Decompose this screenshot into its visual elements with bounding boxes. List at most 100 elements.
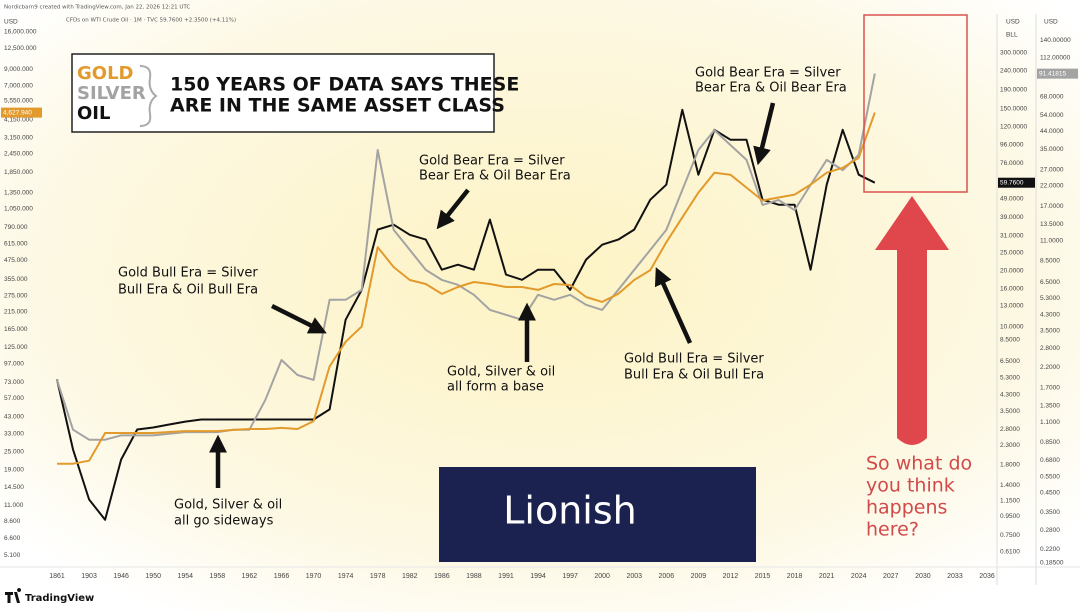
y-tick-label: 1.1000	[1040, 419, 1060, 426]
y-tick-label: 3,150.000	[4, 134, 33, 141]
y-tick-label: 33.000	[4, 430, 24, 437]
y-tick-label: 190.0000	[1000, 86, 1027, 93]
y-tick-label: 1,350.000	[4, 189, 33, 196]
x-tick-label: 1958	[210, 573, 226, 580]
x-tick-label: 2027	[883, 573, 899, 580]
credit: Nordicbarn9 created with TradingView.com…	[4, 5, 190, 11]
legend-box: GOLD SILVER OIL 150 YEARS OF DATA SAYS T…	[71, 53, 519, 133]
x-tick-label: 1861	[49, 573, 65, 580]
y-tick-label: 240.0000	[1000, 67, 1027, 74]
chart-title: ARE IN THE SAME ASSET CLASS	[170, 95, 505, 117]
y-tick-label: 165.000	[4, 326, 28, 333]
axis-unit: BLL	[1006, 32, 1018, 39]
x-tick-label: 1994	[530, 573, 546, 580]
y-tick-label: 215.000	[4, 309, 28, 316]
x-tick-label: 2012	[723, 573, 739, 580]
x-tick-label: 2006	[659, 573, 675, 580]
y-tick-label: 16,000.000	[4, 29, 37, 36]
y-tick-label: 68.0000	[1040, 94, 1064, 101]
y-tick-label: 96.0000	[1000, 141, 1024, 148]
watermark-box	[439, 467, 756, 562]
x-tick-label: 2021	[819, 573, 835, 580]
y-tick-label: 0.7500	[1000, 532, 1020, 539]
x-tick-label: 1966	[274, 573, 290, 580]
series-line	[57, 112, 876, 465]
legend-entry: OIL	[77, 103, 110, 124]
x-tick-label: 1978	[370, 573, 386, 580]
price-tag	[1, 107, 42, 118]
y-tick-label: 0.2800	[1040, 527, 1060, 534]
y-tick-label: 475.000	[4, 257, 28, 264]
legend-entry: SILVER	[77, 83, 146, 104]
y-tick-label: 12,500.000	[4, 45, 37, 52]
y-tick-label: 54.0000	[1040, 112, 1064, 119]
annotation: all go sideways	[174, 514, 274, 529]
axis-unit: USD	[1006, 19, 1020, 26]
y-tick-label: 1.4000	[1000, 482, 1020, 489]
y-tick-label: 125.000	[4, 344, 28, 351]
y-tick-label: 5.100	[4, 552, 21, 559]
footer-brand: TradingView	[25, 593, 94, 604]
y-tick-label: 7,000.000	[4, 82, 33, 89]
y-tick-label: 31.0000	[1000, 232, 1024, 239]
y-tick-label: 1.1500	[1000, 498, 1020, 505]
y-tick-label: 2,450.000	[4, 151, 33, 158]
y-tick-label: 0.3500	[1040, 509, 1060, 516]
x-tick-label: 2000	[594, 573, 610, 580]
y-tick-label: 8.600	[4, 518, 21, 525]
y-tick-label: 2.3000	[1000, 442, 1020, 449]
x-tick-label: 1997	[562, 573, 578, 580]
price-tag	[998, 177, 1035, 188]
y-tick-label: 1,050.000	[4, 206, 33, 213]
price-tag-label: 59.7600	[1000, 179, 1024, 186]
y-tick-label: 20.0000	[1000, 268, 1024, 275]
x-tick-label: 1950	[145, 573, 161, 580]
annotation: Bull Era & Oil Bull Era	[624, 368, 764, 383]
annotation: Gold Bear Era = Silver	[419, 154, 565, 169]
annotation: Bear Era & Oil Bear Era	[695, 81, 847, 96]
callout: So what do you think happens here?	[866, 453, 972, 541]
y-tick-label: 22.0000	[1040, 183, 1064, 190]
price-tag	[1037, 68, 1078, 79]
annotation: Gold, Silver & oil	[174, 498, 282, 513]
y-tick-label: 1.7000	[1040, 385, 1060, 392]
annotation: Gold Bull Era = Silver	[118, 266, 258, 281]
callout-text: here?	[866, 519, 919, 541]
y-tick-label: 0.9500	[1000, 513, 1020, 520]
legend-entry: GOLD	[77, 63, 134, 84]
y-tick-label: 57.000	[4, 395, 24, 402]
y-tick-label: 3.5000	[1040, 328, 1060, 335]
y-tick-label: 355.000	[4, 276, 28, 283]
x-tick-label: 2009	[691, 573, 707, 580]
x-tick-label: 2003	[626, 573, 642, 580]
y-tick-label: 11.0000	[1040, 237, 1063, 244]
x-tick-label: 1974	[338, 573, 354, 580]
y-tick-label: 2.2000	[1040, 364, 1060, 371]
watermark: Lionish	[503, 489, 637, 533]
y-tick-label: 2.8000	[1000, 426, 1020, 433]
x-tick-label: 1903	[81, 573, 97, 580]
y-tick-label: 10.0000	[1000, 323, 1024, 330]
y-tick-label: 120.0000	[1000, 123, 1027, 130]
x-tick-label: 1982	[402, 573, 418, 580]
y-tick-label: 8.5000	[1040, 258, 1060, 265]
y-tick-label: 5.3000	[1040, 295, 1060, 302]
y-tick-label: 14.500	[4, 484, 24, 491]
y-tick-label: 44.0000	[1040, 128, 1064, 135]
x-tick-label: 2015	[755, 573, 771, 580]
y-tick-label: 9,000.000	[4, 66, 33, 73]
x-tick-label: 1954	[177, 573, 193, 580]
y-tick-label: 1,850.000	[4, 169, 33, 176]
arrow	[270, 303, 327, 334]
y-tick-label: 1.8000	[1000, 462, 1020, 469]
y-tick-label: 49.0000	[1000, 195, 1024, 202]
y-tick-label: 97.000	[4, 360, 24, 367]
price-tag-label: 91.41815	[1039, 70, 1066, 77]
y-tick-label: 300.0000	[1000, 49, 1027, 56]
y-tick-label: 6.5000	[1000, 358, 1020, 365]
y-tick-label: 35.0000	[1040, 146, 1064, 153]
y-tick-label: 140.00000	[1040, 37, 1071, 44]
symbol-info: CFDs on WTI Crude Oil · 1M · TVC 59.7600…	[66, 18, 236, 24]
arrow	[436, 188, 470, 230]
